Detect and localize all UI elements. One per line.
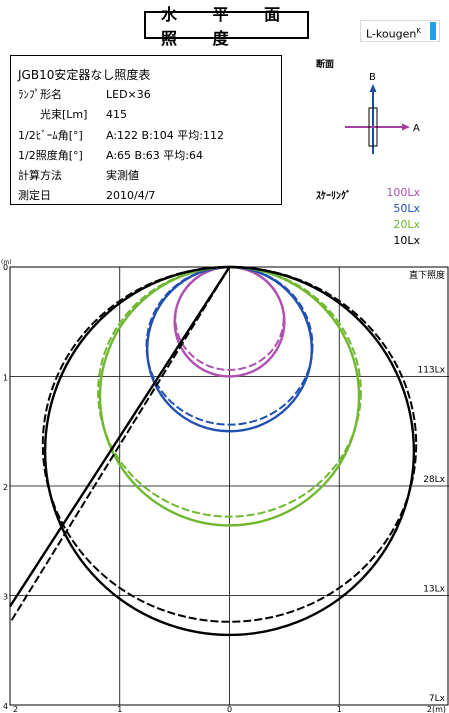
info-label: 測定日 (18, 189, 51, 202)
direct-illuminance-label: 28Lx (423, 475, 445, 485)
section-label: 断面 (316, 60, 335, 70)
logo-bar-icon (430, 22, 436, 40)
info-label: 1/2照度角[°] (18, 149, 83, 162)
info-value: 415 (106, 108, 127, 121)
logo-text: L-kougen (366, 27, 417, 41)
info-table-title: JGB10安定器なし照度表 (18, 68, 151, 82)
section-lamp-outline (368, 107, 378, 147)
logo-mark: K (416, 27, 421, 35)
x-tick-label: 2 (13, 705, 18, 713)
info-row-flux: 光束[Lm] 415 (18, 106, 127, 122)
legend-item-100lx: 100Lx (386, 186, 420, 199)
info-row-lamp: ﾗﾝﾌﾟ形名 LED×36 (18, 86, 151, 102)
info-row-beam-angle: 1/2ﾋﾞｰﾑ角[°] A:122 B:104 平均:112 (18, 127, 224, 143)
legend-item-10lx: 10Lx (393, 234, 420, 247)
info-value: A:122 B:104 平均:112 (106, 129, 224, 142)
x-tick-label: 2(m) (427, 705, 446, 713)
y-tick-label: 2 (3, 483, 8, 492)
y-tick-label: 0 (3, 263, 8, 272)
y-tick-label: 4 (3, 702, 8, 711)
chart-corner-label: 直下照度 (409, 269, 445, 281)
page-title-text: 水 平 面 照 度 (161, 5, 296, 48)
info-row-method: 計算方法 実測値 (18, 167, 139, 183)
isolux-curve-b (41, 266, 418, 623)
direct-illuminance-label: 13Lx (423, 585, 445, 595)
direct-illuminance-label: 113Lx (417, 366, 445, 376)
info-label: 1/2ﾋﾞｰﾑ角[°] (18, 129, 83, 142)
scaling-label: ｽｹｰﾘﾝｸﾞ (316, 191, 351, 202)
x-tick-label: 1 (337, 705, 342, 713)
isolux-curve-b (97, 266, 362, 518)
y-tick-label: 3 (3, 593, 8, 602)
info-label: 計算方法 (18, 169, 62, 182)
x-tick-label: 1 (117, 705, 122, 713)
direct-illuminance-label: 7Lx (429, 694, 446, 704)
section-a-arrowhead (402, 123, 410, 131)
legend-item-20lx: 20Lx (393, 218, 420, 231)
info-row-date: 測定日 2010/4/7 (18, 187, 155, 203)
section-b-arrowhead (369, 84, 377, 92)
info-label: ﾗﾝﾌﾟ形名 (18, 88, 62, 101)
brand-logo: L-kougenK (360, 20, 440, 42)
info-label: 光束[Lm] (40, 108, 88, 121)
legend-item-50lx: 50Lx (393, 202, 420, 215)
lamp-info-table: JGB10安定器なし照度表 ﾗﾝﾌﾟ形名 LED×36 光束[Lm] 415 1/2… (10, 55, 282, 205)
beam-angle-line (8, 266, 231, 608)
page-title: 水 平 面 照 度 (144, 5, 309, 48)
section-a-label: A (413, 123, 420, 134)
y-tick-label: 1 (3, 374, 8, 383)
info-value: A:65 B:63 平均:64 (106, 149, 203, 162)
info-value: LED×36 (106, 88, 151, 101)
chart-grid (9, 266, 449, 706)
info-value: 実測値 (106, 169, 139, 182)
info-value: 2010/4/7 (106, 189, 156, 202)
chart-beam (8, 266, 231, 624)
illuminance-angle-line (9, 266, 231, 624)
chart-unit-label: (m) (1, 259, 12, 266)
x-tick-label: 0 (227, 705, 232, 713)
section-b-label: B (369, 72, 376, 83)
info-row-illum-angle: 1/2照度角[°] A:65 B:63 平均:64 (18, 147, 203, 163)
